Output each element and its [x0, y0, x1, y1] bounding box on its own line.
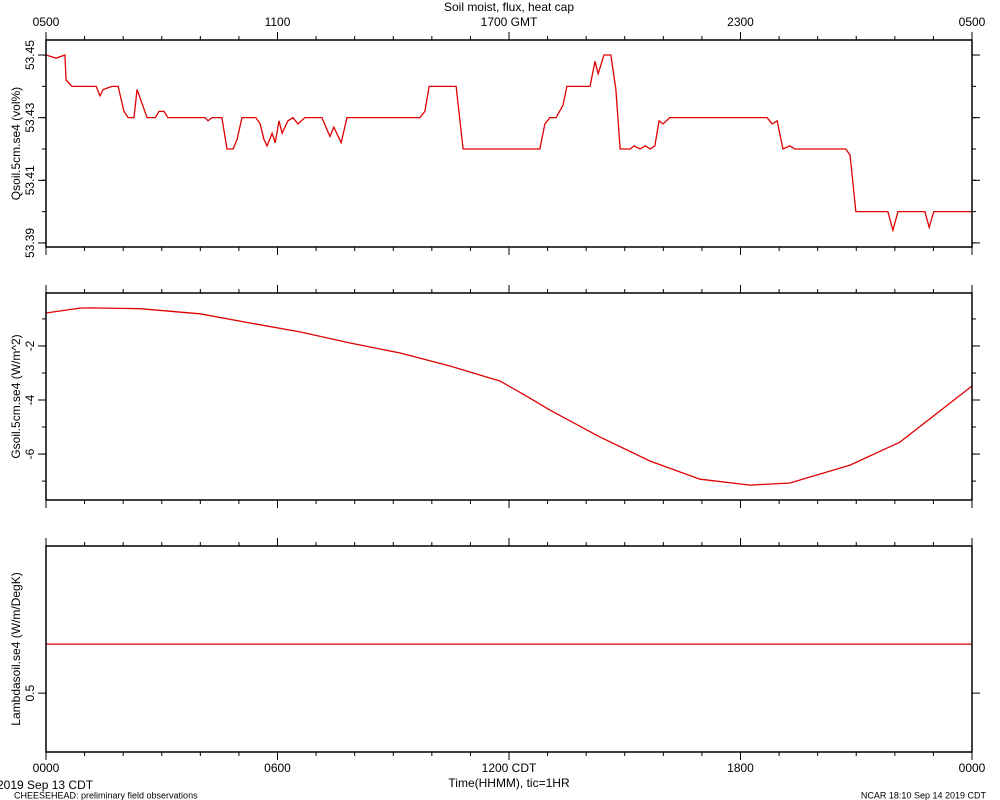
- plot-frame: [45, 545, 973, 753]
- y-axis-label: Lambdasoil.se4 (W/m/DegK): [9, 572, 23, 725]
- plot-frame: [45, 292, 973, 501]
- y-tick-label: -4: [23, 394, 37, 405]
- chart-title: Soil moist, flux, heat cap: [444, 0, 574, 14]
- footer-stamp: NCAR 18:10 Sep 14 2019 CDT: [861, 790, 987, 800]
- x-tick-label: 0500: [959, 15, 986, 29]
- x-tick-label: 1100: [265, 15, 291, 29]
- y-tick-label: 53.45: [23, 40, 37, 70]
- x-tick-label: 0000: [959, 761, 986, 775]
- x-tick-label: 0500: [33, 15, 60, 29]
- x-tick-label: 0000: [33, 761, 60, 775]
- x-axis-label: Time(HHMM), tic=1HR: [448, 776, 570, 790]
- y-tick-label: 53.43: [23, 102, 37, 132]
- data-line: [45, 307, 973, 486]
- y-tick-label: 0.5: [23, 684, 37, 701]
- x-tick-label: 1800: [727, 761, 754, 775]
- y-tick-label: 53.39: [23, 228, 37, 258]
- y-tick-label: -2: [23, 340, 37, 351]
- y-tick-label: 53.41: [23, 165, 37, 195]
- y-tick-label: -6: [23, 448, 37, 459]
- plot-frame: [45, 39, 973, 248]
- data-line: [45, 54, 972, 233]
- x-tick-label: 0600: [264, 761, 291, 775]
- footer-date: 2019 Sep 13 CDT: [0, 778, 94, 792]
- x-tick-label: 1700 GMT: [481, 15, 538, 29]
- x-tick-label: 1200 CDT: [482, 761, 537, 775]
- y-axis-label: Gsoil.5cm.se4 (W/m^2): [9, 334, 23, 458]
- footer-project: CHEESEHEAD: preliminary field observatio…: [14, 790, 198, 800]
- x-tick-label: 2300: [727, 15, 754, 29]
- y-axis-label: Qsoil.5cm.se4 (vol%): [9, 87, 23, 200]
